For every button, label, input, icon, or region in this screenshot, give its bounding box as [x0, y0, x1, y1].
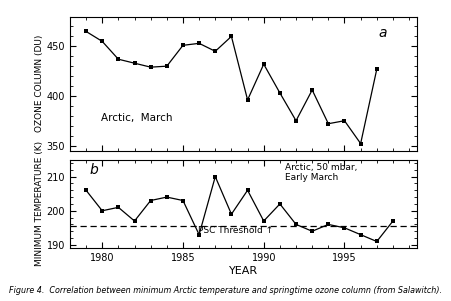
Text: Figure 4.  Correlation between minimum Arctic temperature and springtime ozone c: Figure 4. Correlation between minimum Ar…: [9, 286, 442, 295]
Text: a: a: [378, 26, 387, 40]
Text: Arctic,  March: Arctic, March: [101, 113, 173, 123]
Text: b: b: [90, 163, 99, 177]
X-axis label: YEAR: YEAR: [229, 266, 258, 276]
Text: PSC Threshold ↑: PSC Threshold ↑: [198, 226, 273, 235]
Y-axis label: MINIMUM TEMPERATURE (K): MINIMUM TEMPERATURE (K): [35, 141, 44, 266]
Text: Arctic, 50 mbar,
Early March: Arctic, 50 mbar, Early March: [285, 163, 358, 182]
Y-axis label: OZONE COLUMN (DU): OZONE COLUMN (DU): [35, 35, 44, 132]
